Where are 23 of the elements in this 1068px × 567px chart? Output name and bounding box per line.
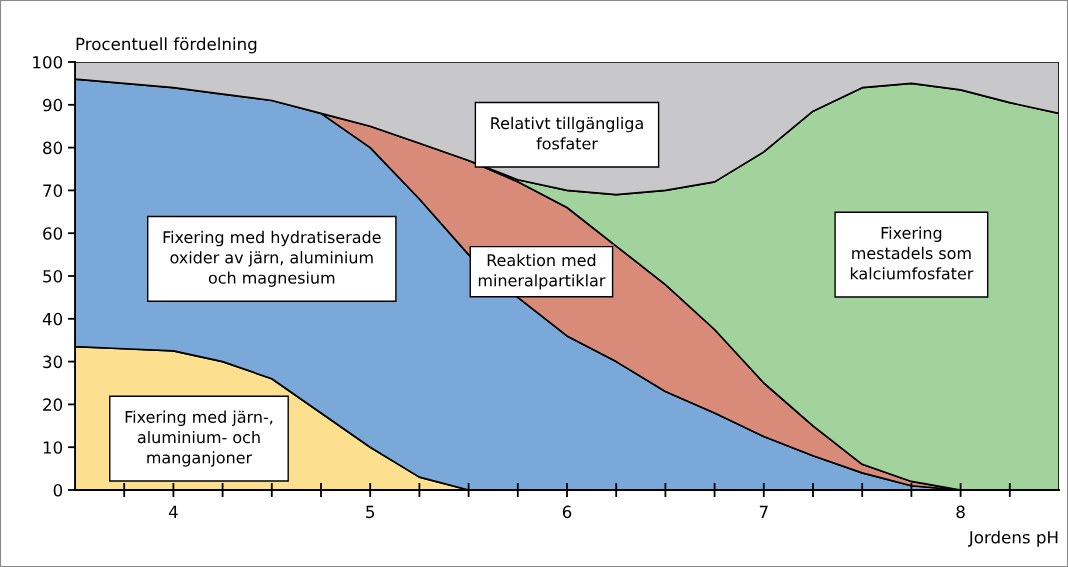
x-tick-label: 6: [562, 505, 572, 519]
annotation: Relativt tillgängliga fosfater: [491, 116, 643, 150]
y-tick-label: 40: [42, 312, 63, 326]
y-tick-label: 70: [43, 184, 63, 197]
y-axis-title: Procentuell fördelning: [76, 37, 257, 54]
x-tick-label: 5: [366, 505, 375, 519]
x-axis-title: Jordens pH: [967, 530, 1058, 547]
y-tick-label: 30: [43, 355, 63, 369]
y-tick-label: 10: [43, 441, 63, 454]
y-tick-label: 100: [33, 55, 63, 69]
annotation: Fixering mestadels som kalciumfosfater: [850, 226, 974, 280]
y-tick-label: 60: [43, 227, 63, 240]
y-tick-label: 90: [43, 98, 63, 112]
y-tick-label: 20: [43, 398, 63, 411]
x-tick-label: 7: [759, 505, 768, 518]
y-tick-label: 80: [43, 141, 63, 155]
y-tick-label: 50: [43, 269, 63, 283]
annotation: Reaktion med mineralpartiklar: [478, 253, 606, 290]
x-tick-label: 4: [168, 505, 178, 518]
annotation: Fixering med hydratiserade oxider av järn, aluminium och magnesium: [163, 230, 381, 287]
y-tick-label: 0: [53, 483, 63, 497]
annotation: Fixering med järn-, aluminium- och manganjoner: [125, 410, 273, 467]
x-tick-label: 8: [956, 505, 965, 519]
